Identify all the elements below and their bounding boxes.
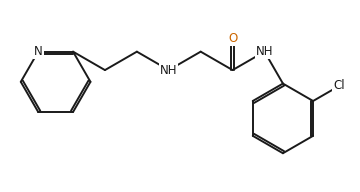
Text: N: N xyxy=(34,45,42,58)
Text: NH: NH xyxy=(160,64,177,77)
Text: O: O xyxy=(228,32,237,45)
Text: Cl: Cl xyxy=(333,79,345,92)
Text: NH: NH xyxy=(256,45,273,58)
